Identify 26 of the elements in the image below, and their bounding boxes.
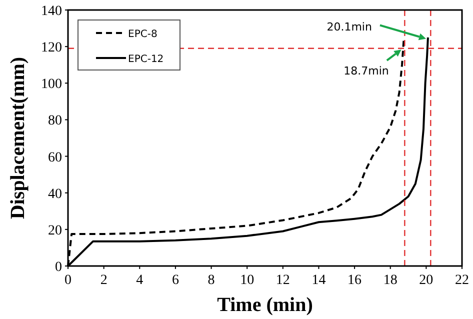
- legend-label: EPC-12: [128, 54, 164, 65]
- y-tick-label: 40: [48, 186, 62, 202]
- x-tick-label: 22: [455, 273, 469, 288]
- x-tick-label: 4: [136, 273, 144, 288]
- y-axis-title: Displacement(mm): [7, 56, 29, 220]
- y-tick-label: 120: [41, 40, 62, 56]
- y-tick-label: 140: [41, 4, 62, 19]
- x-tick-label: 12: [276, 273, 290, 288]
- x-tick-label: 18: [383, 273, 398, 288]
- x-tick-label: 14: [312, 273, 326, 288]
- y-tick-label: 0: [55, 260, 62, 275]
- annotation: 20.1min: [326, 20, 372, 34]
- x-axis-title: Time (min): [217, 294, 313, 316]
- x-tick-label: 2: [100, 273, 108, 288]
- y-tick-label: 80: [48, 114, 62, 129]
- y-tick-label: 20: [48, 223, 62, 238]
- legend-label: EPC-8: [128, 29, 158, 40]
- x-tick-label: 0: [64, 273, 72, 288]
- y-tick-label: 60: [48, 150, 62, 166]
- x-tick-label: 16: [348, 273, 362, 288]
- x-tick-label: 10: [240, 273, 254, 288]
- x-tick-label: 20: [419, 273, 434, 288]
- annotation: 18.7min: [344, 64, 389, 78]
- x-tick-label: 8: [208, 273, 215, 288]
- x-tick-label: 6: [172, 273, 179, 288]
- y-tick-label: 100: [41, 77, 62, 92]
